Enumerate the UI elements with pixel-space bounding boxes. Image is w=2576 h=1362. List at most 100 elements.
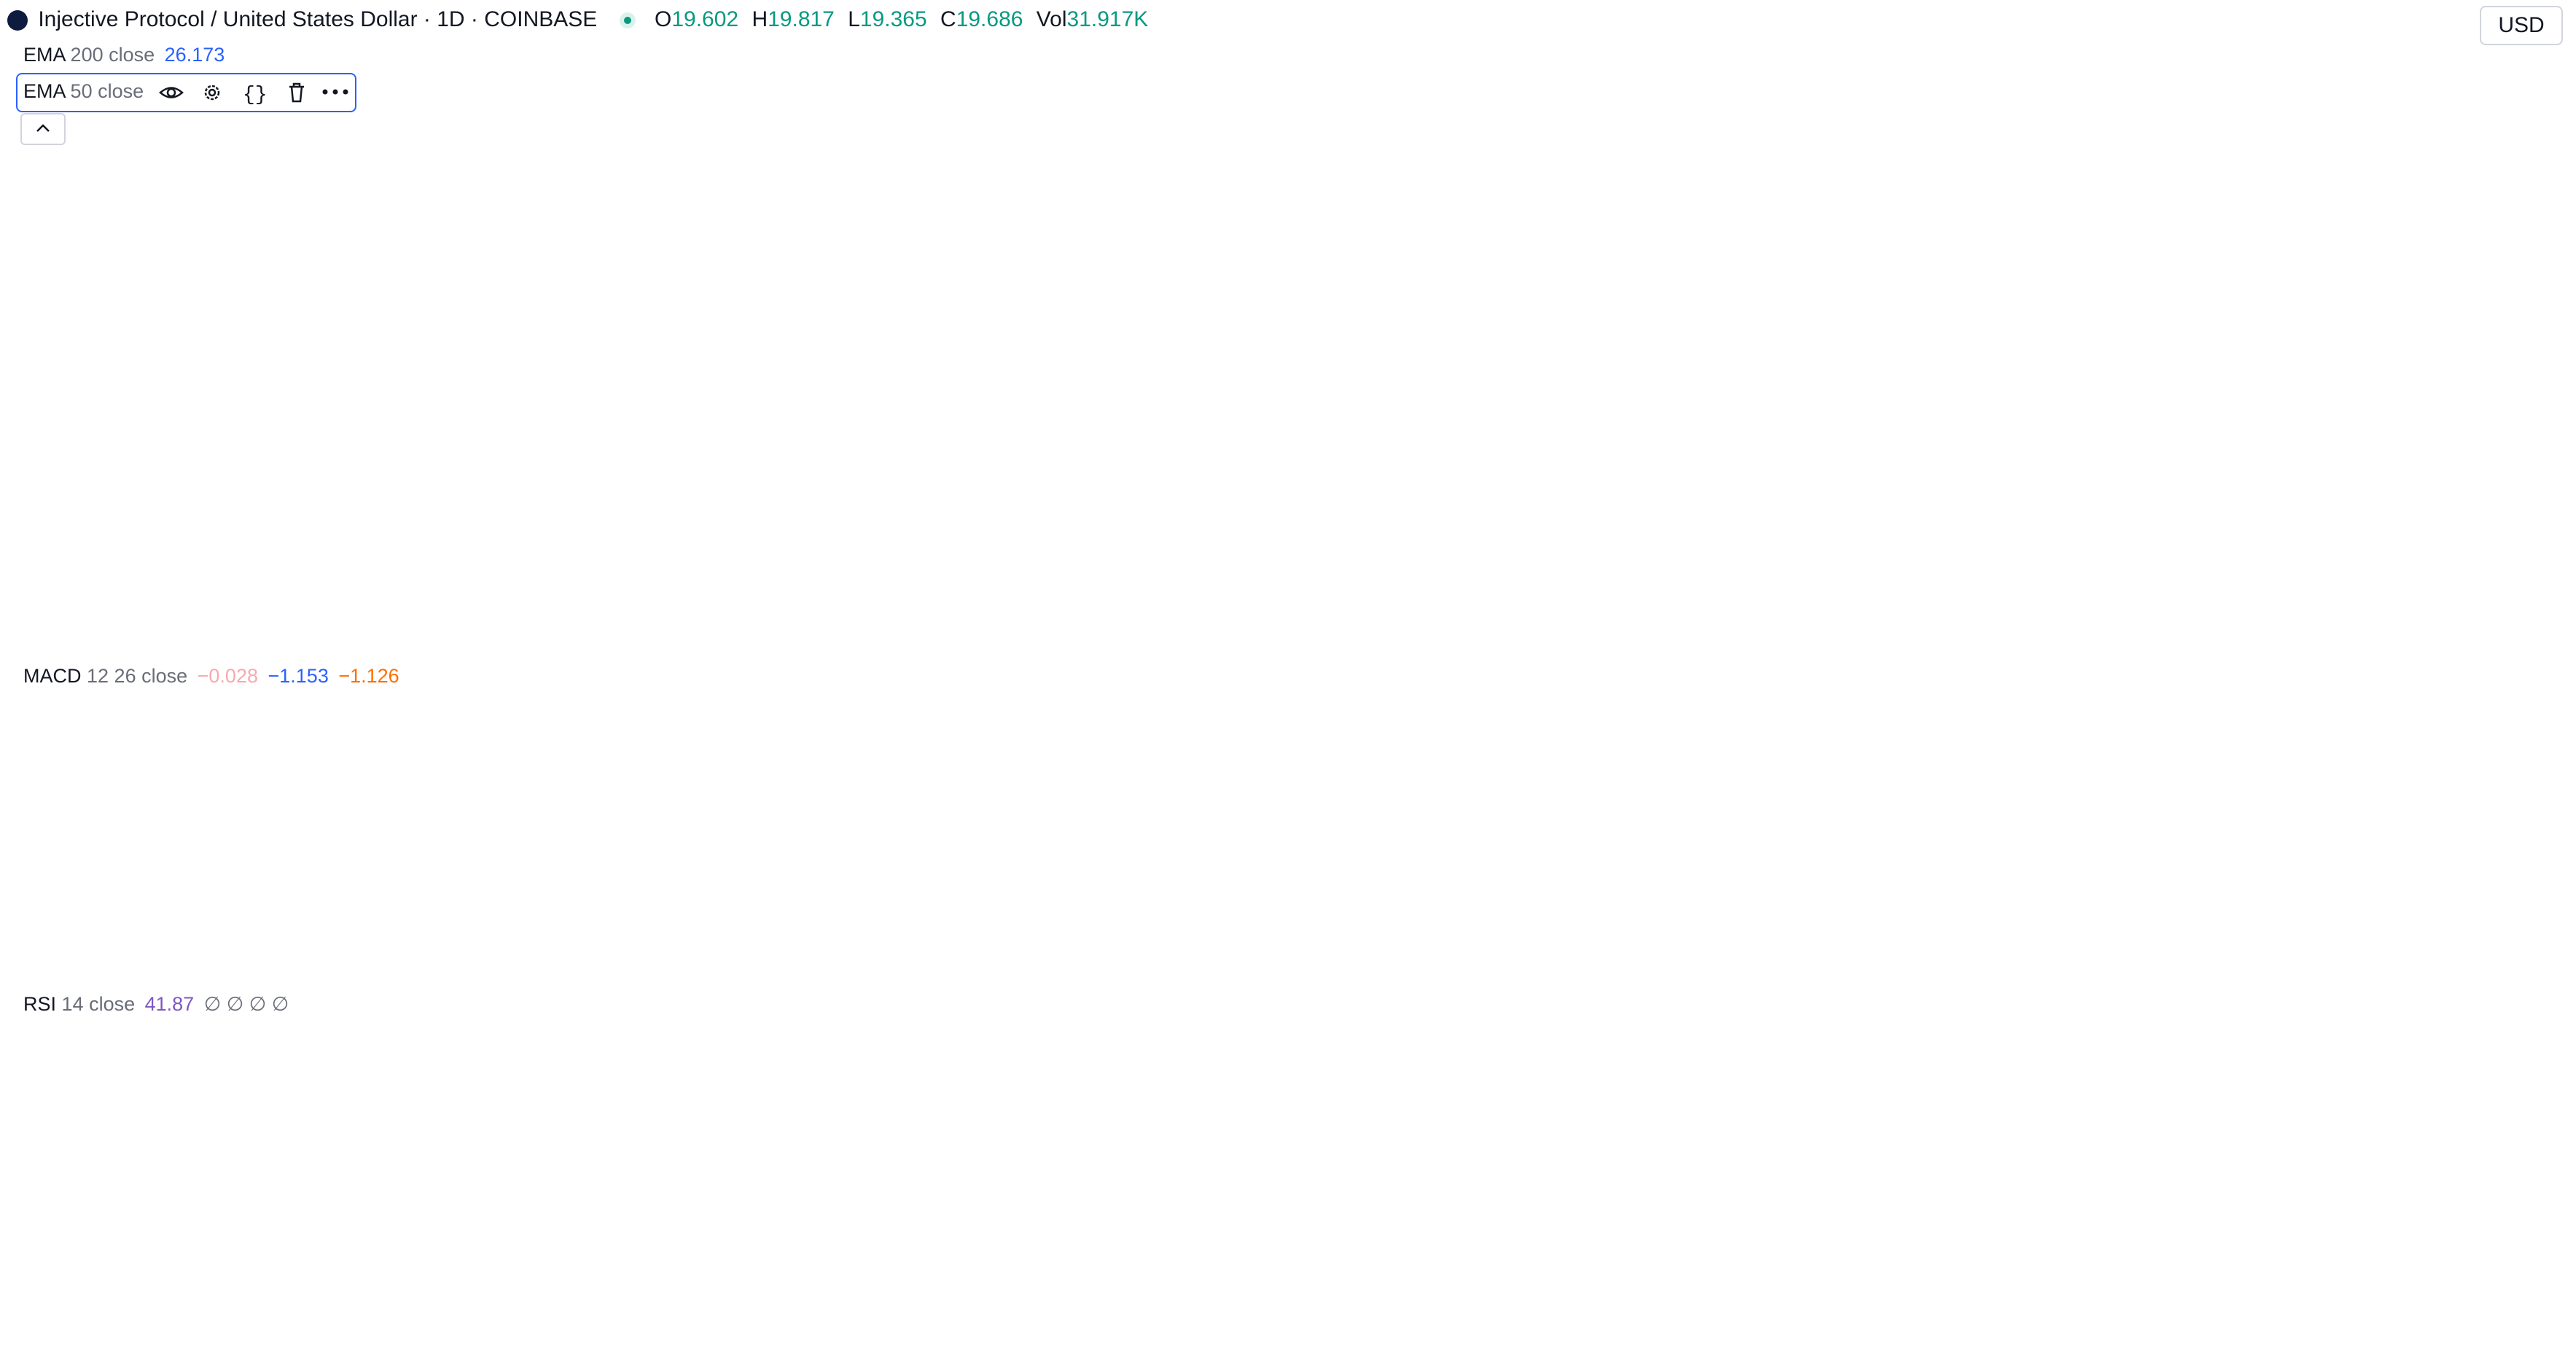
candle-body bbox=[139, 577, 144, 580]
candle-body bbox=[2168, 340, 2172, 346]
candle-body bbox=[1248, 211, 1252, 229]
price-tick-label: 20.000 bbox=[2497, 413, 2566, 438]
gear-icon[interactable] bbox=[201, 82, 223, 104]
candle-body bbox=[928, 464, 932, 467]
candle-body bbox=[2042, 359, 2047, 373]
candle-body bbox=[2031, 362, 2035, 374]
macd-hist-bar bbox=[1392, 863, 1395, 914]
candle-body bbox=[1693, 117, 1698, 138]
symbol-title[interactable]: Injective Protocol / United States Dolla… bbox=[38, 7, 598, 31]
candle-body bbox=[1785, 227, 1789, 252]
macd-hist-bar bbox=[2157, 849, 2161, 863]
rsi-overbought-fill bbox=[913, 1024, 919, 1108]
rsi-overbought-fill bbox=[878, 1030, 885, 1108]
rsi-legend[interactable]: RSI 14 close 41.87 ∅ ∅ ∅ ∅ bbox=[23, 993, 289, 1016]
candle-body bbox=[711, 567, 715, 569]
candle-body bbox=[1408, 278, 1413, 281]
candle-body bbox=[437, 552, 441, 554]
price-tick-label: 50.000 bbox=[2497, 85, 2566, 111]
macd-hist-bar bbox=[1288, 863, 1292, 895]
candle-body bbox=[442, 552, 447, 554]
macd-hist-bar bbox=[2111, 849, 2115, 863]
candle-body bbox=[133, 577, 138, 582]
candle-body bbox=[431, 553, 435, 555]
candles-group bbox=[14, 70, 2384, 583]
time-tick-label: Jun bbox=[20, 1321, 57, 1347]
macd-hist-bar bbox=[2203, 818, 2206, 863]
candle-body bbox=[1631, 162, 1635, 189]
candle-body bbox=[1516, 236, 1521, 257]
macd-hist-bar bbox=[2054, 852, 2058, 863]
macd-hist-bar bbox=[1494, 850, 1498, 863]
candle-body bbox=[1900, 357, 1904, 359]
macd-hist-bar bbox=[1277, 863, 1281, 890]
candle-body bbox=[1048, 446, 1053, 460]
candle-body bbox=[208, 567, 212, 569]
candle-body bbox=[837, 557, 841, 559]
candle-body bbox=[1082, 444, 1087, 448]
macd-hist-bar bbox=[1072, 863, 1075, 872]
macd-hist-bar bbox=[2179, 849, 2183, 863]
candle-body bbox=[1019, 451, 1023, 456]
candle-body bbox=[1648, 135, 1652, 148]
candle-body bbox=[1831, 314, 1835, 344]
macd-hist-bar bbox=[1300, 863, 1303, 900]
candle-body bbox=[871, 511, 875, 527]
macd-hist-bar bbox=[1711, 863, 1714, 876]
source-code-icon[interactable]: {} bbox=[240, 80, 269, 105]
candle-body bbox=[2294, 394, 2298, 400]
more-icon[interactable] bbox=[321, 85, 350, 99]
candle-body bbox=[151, 579, 155, 583]
candle-body bbox=[1751, 233, 1755, 242]
candle-body bbox=[1214, 215, 1218, 225]
market-status-icon bbox=[619, 12, 636, 28]
candle-body bbox=[608, 569, 612, 572]
macd-hist-bar bbox=[1311, 863, 1315, 906]
candle-body bbox=[1974, 381, 1978, 395]
macd-hist-bar bbox=[1974, 863, 1978, 875]
candle-body bbox=[1550, 229, 1555, 237]
ema200-legend[interactable]: EMA 200 close 26.173 bbox=[23, 44, 225, 66]
rsi-overbought-fill bbox=[907, 1038, 913, 1108]
candle-body bbox=[248, 558, 252, 560]
candle-body bbox=[414, 552, 418, 557]
time-tick-label: May bbox=[1932, 1321, 1975, 1347]
candle-body bbox=[168, 575, 172, 578]
rsi-overbought-fill bbox=[850, 1075, 856, 1108]
candle-body bbox=[276, 550, 281, 553]
ema50-legend[interactable]: EMA 50 close {} bbox=[16, 73, 356, 112]
candle-body bbox=[682, 567, 687, 569]
collapse-legend-button[interactable] bbox=[20, 113, 66, 145]
candle-body bbox=[511, 559, 515, 562]
macd-hist-bar bbox=[1243, 863, 1246, 873]
eye-icon[interactable] bbox=[158, 82, 184, 104]
candle-body bbox=[591, 564, 596, 567]
rsi-overbought-fill bbox=[935, 1013, 942, 1108]
candle-body bbox=[1956, 390, 1961, 392]
currency-selector[interactable]: USD bbox=[2480, 6, 2563, 45]
rsi-overbought-fill bbox=[1164, 1076, 1171, 1108]
rsi-overbought-fill bbox=[975, 1034, 982, 1108]
macd-legend[interactable]: MACD 12 26 close −0.028 −1.153 −1.126 bbox=[23, 665, 399, 688]
macd-hist-bar bbox=[923, 855, 926, 863]
candle-body bbox=[1208, 205, 1212, 225]
candle-body bbox=[620, 567, 624, 569]
candle-body bbox=[322, 543, 327, 546]
candle-body bbox=[2190, 319, 2195, 324]
candle-body bbox=[1625, 188, 1629, 202]
candle-body bbox=[26, 566, 30, 568]
trash-icon[interactable] bbox=[286, 81, 308, 104]
candle-body bbox=[757, 568, 761, 570]
candle-body bbox=[1545, 230, 1550, 237]
candle-body bbox=[1077, 444, 1081, 446]
candle-body bbox=[825, 558, 830, 563]
candle-body bbox=[2208, 295, 2212, 317]
candle-body bbox=[676, 567, 681, 569]
candle-body bbox=[231, 558, 235, 564]
low-value: 19.365 bbox=[859, 7, 927, 31]
candle-body bbox=[1443, 248, 1447, 263]
candle-body bbox=[1282, 217, 1287, 222]
candle-body bbox=[265, 549, 270, 556]
rsi-overbought-fill bbox=[1176, 1051, 1182, 1108]
rsi-overbought-fill bbox=[987, 1032, 994, 1108]
